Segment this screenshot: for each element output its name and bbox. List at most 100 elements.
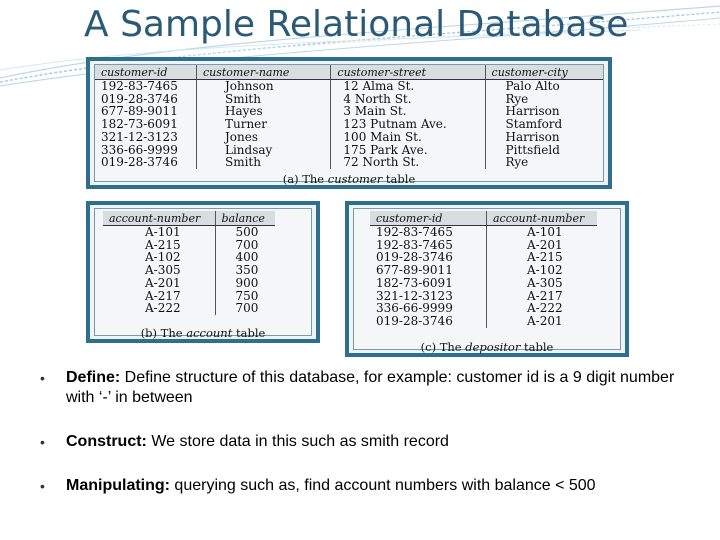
bullet-text: querying such as, find account numbers w… (169, 477, 596, 494)
cell: Palo Alto (505, 79, 560, 93)
cell: 700 (235, 237, 259, 252)
cell: 100 Main St. (330, 131, 486, 144)
table-row: 321-12-3123 A-217 (370, 288, 597, 303)
table-row: 336-66-9999 A-222 (370, 302, 597, 315)
table-row: 677-89-9011 A-102 (370, 264, 597, 277)
bullet-manipulating: Manipulating: querying such as, find acc… (40, 476, 680, 496)
bullet-define: Define: Define structure of this databas… (40, 368, 680, 408)
column-header: account-number (486, 211, 597, 226)
cell: 72 North St. (330, 156, 486, 169)
cell: 192-83-7465 (370, 238, 487, 252)
table-row: A-305 350 (103, 264, 275, 277)
table-row: A-217 750 (103, 288, 275, 303)
bullet-term: Define: (66, 369, 121, 386)
cell: 019-28-3746 (370, 315, 487, 328)
depositor-table: customer-id account-number 192-83-7465 A-… (370, 211, 597, 328)
bullet-term: Construct: (66, 433, 147, 450)
bullet-term: Manipulating: (66, 477, 170, 494)
column-header: customer-street (330, 65, 486, 80)
table-row: A-101 500 (103, 225, 275, 239)
cell: 192-83-7465 (95, 79, 197, 93)
cell: 12 Alma St. (330, 79, 486, 93)
table-row: 182-73-6091 Turner 123 Putnam Ave. Stamford (95, 118, 603, 131)
customer-table-header: customer-id customer-name customer-stree… (95, 65, 603, 80)
depositor-table-frame: customer-id account-number 192-83-7465 A-… (353, 208, 621, 354)
cell: A-201 (103, 277, 216, 290)
cell: 4 North St. (330, 92, 486, 106)
cell: 500 (235, 225, 259, 239)
cell: 350 (235, 263, 259, 278)
cell: A-215 (103, 238, 216, 252)
cell: 750 (235, 288, 259, 303)
table-row: 192-83-7465 Johnson 12 Alma St. Palo Alto (95, 79, 603, 93)
depositor-table-header: customer-id account-number (370, 211, 597, 226)
cell: A-201 (527, 237, 563, 252)
column-header: customer-name (196, 65, 332, 80)
cell: A-217 (103, 289, 216, 303)
cell: Turner (196, 118, 332, 131)
cell: 192-83-7465 (370, 225, 487, 239)
caption-name: account (186, 326, 233, 340)
table-row: 019-28-3746 Smith 72 North St. Rye (95, 156, 603, 169)
account-table-caption: (b) The account table (95, 326, 311, 340)
table-row: 677-89-9011 Hayes 3 Main St. Harrison (95, 105, 603, 119)
depositor-table-caption: (c) The depositor table (354, 340, 620, 354)
caption-prefix: (b) The (140, 326, 187, 340)
cell: 677-89-9011 (95, 105, 197, 119)
caption-prefix: (a) The (282, 172, 328, 186)
table-row: 019-28-3746 Smith 4 North St. Rye (95, 92, 603, 106)
table-row: A-215 700 (103, 237, 275, 252)
account-table-panel: account-number balance A-101 500 A-215 700… (86, 201, 320, 343)
cell: Hayes (196, 105, 332, 119)
cell: 182-73-6091 (95, 118, 197, 131)
table-row: 192-83-7465 A-201 (370, 237, 597, 252)
cell: Johnson (196, 79, 332, 93)
bullet-construct: Construct: We store data in this such as… (40, 432, 680, 452)
account-table-header: account-number balance (103, 211, 275, 226)
cell: 700 (235, 301, 259, 316)
cell: 336-66-9999 (370, 302, 487, 315)
cell: 019-28-3746 (95, 92, 197, 106)
cell: A-101 (527, 225, 563, 239)
cell: A-305 (527, 275, 563, 290)
table-row: 321-12-3123 Jones 100 Main St. Harrison (95, 131, 603, 144)
column-header: balance (215, 211, 275, 226)
table-row: 019-28-3746 A-201 (370, 315, 597, 328)
cell: A-215 (527, 250, 563, 265)
cell: Stamford (505, 117, 563, 132)
cell: 123 Putnam Ave. (330, 118, 486, 131)
cell: 182-73-6091 (370, 277, 487, 290)
caption-prefix: (c) The (420, 340, 466, 354)
cell: Lindsay (196, 143, 332, 157)
slide-title: A Sample Relational Database (84, 4, 629, 45)
table-row: A-102 400 (103, 250, 275, 265)
cell: Smith (196, 156, 332, 169)
cell: A-101 (103, 225, 216, 239)
column-header: customer-city (485, 65, 603, 80)
customer-table-frame: customer-id customer-name customer-stree… (94, 64, 604, 186)
bullet-list: Define: Define structure of this databas… (40, 368, 680, 496)
cell: 677-89-9011 (370, 264, 487, 277)
cell: 3 Main St. (330, 105, 486, 119)
cell: A-222 (527, 301, 563, 316)
cell: 400 (235, 250, 259, 265)
column-header: account-number (103, 211, 216, 226)
column-header: customer-id (370, 211, 487, 226)
table-row: A-201 900 (103, 277, 275, 290)
cell: 175 Park Ave. (330, 143, 486, 157)
account-table: account-number balance A-101 500 A-215 700… (103, 211, 275, 315)
cell: 019-28-3746 (95, 156, 197, 169)
bullet-text: Define structure of this database, for e… (66, 369, 675, 406)
cell: Smith (196, 92, 332, 106)
cell: A-217 (527, 288, 563, 303)
cell: 900 (235, 275, 259, 290)
cell: A-102 (527, 263, 563, 278)
caption-suffix: table (520, 340, 554, 354)
cell: Jones (196, 131, 332, 144)
bullet-text: We store data in this such as smith reco… (146, 433, 449, 450)
cell: 019-28-3746 (370, 251, 487, 265)
table-row: 182-73-6091 A-305 (370, 277, 597, 290)
cell: 321-12-3123 (95, 131, 197, 144)
table-row: 019-28-3746 A-215 (370, 250, 597, 265)
cell: Rye (505, 155, 529, 170)
